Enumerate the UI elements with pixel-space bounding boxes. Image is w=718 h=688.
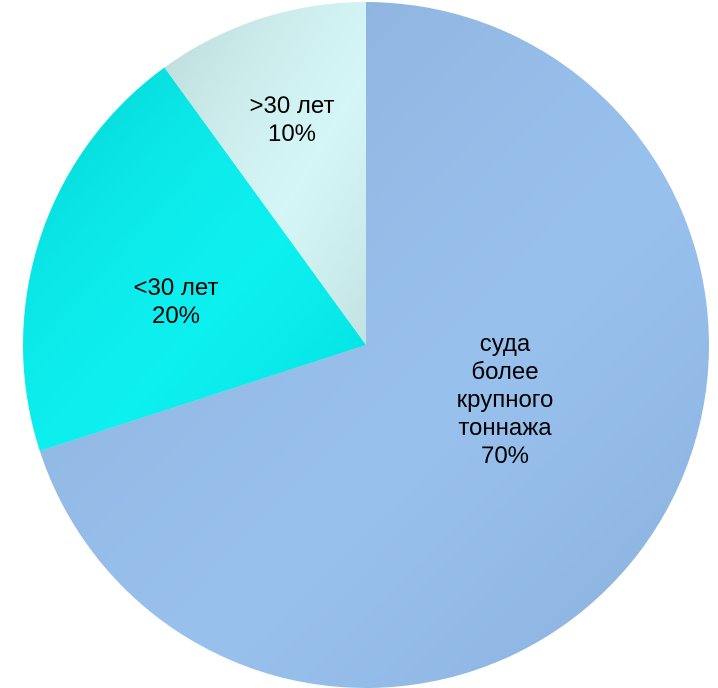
category-label: суда более крупного тоннажа <box>456 329 554 442</box>
slice-label: суда более крупного тоннажа 70% <box>457 330 554 470</box>
value-label: 70% <box>480 442 530 470</box>
slice-label: <30 лет 20% <box>134 274 219 330</box>
category-label: <30 лет <box>133 273 219 301</box>
slice-shade <box>39 2 709 688</box>
category-label: >30 лет <box>249 91 335 119</box>
value-label: 10% <box>267 120 317 147</box>
slice-shade <box>23 67 367 451</box>
value-label: 20% <box>151 302 201 329</box>
slice-label: >30 лет 10% <box>250 92 335 148</box>
slice-shade <box>164 2 366 345</box>
